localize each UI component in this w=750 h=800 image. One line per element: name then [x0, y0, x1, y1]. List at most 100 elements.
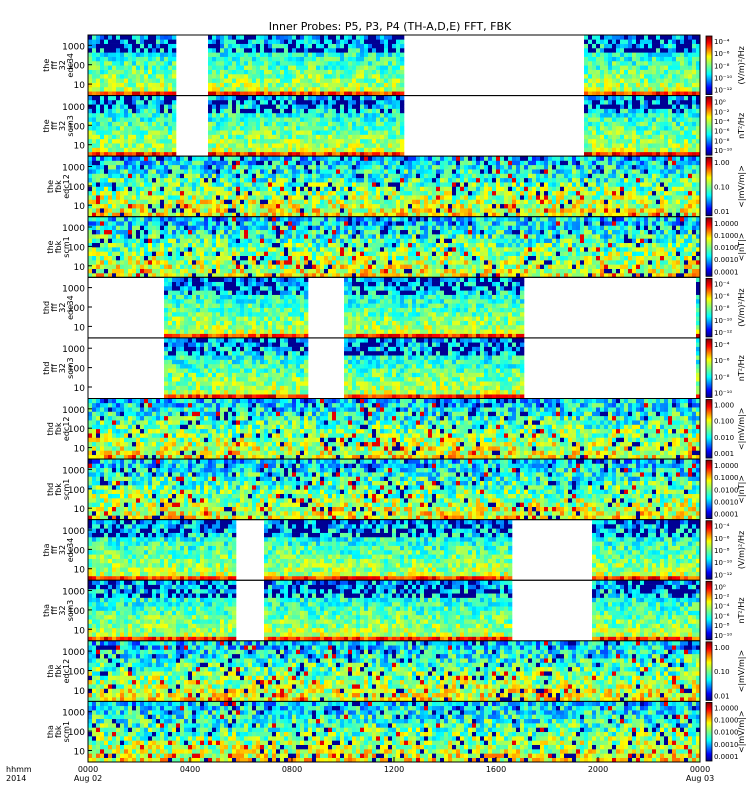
spectrogram-cell	[124, 52, 128, 57]
spectrogram-cell	[284, 186, 288, 191]
spectrogram-cell	[256, 57, 260, 62]
spectrogram-cell	[516, 195, 520, 200]
spectrogram-cell	[228, 182, 232, 187]
spectrogram-cell	[164, 204, 168, 209]
spectrogram-cell	[600, 87, 604, 92]
spectrogram-cell	[352, 204, 356, 209]
spectrogram-cell	[376, 178, 380, 183]
spectrogram-cell	[304, 104, 308, 109]
spectrogram-cell	[544, 191, 548, 196]
spectrogram-cell	[620, 83, 624, 88]
spectrogram-cell	[584, 173, 588, 178]
spectrogram-cell	[276, 70, 280, 75]
spectrogram-cell	[640, 156, 644, 161]
spectrogram-cell	[240, 186, 244, 191]
spectrogram-cell	[644, 204, 648, 209]
spectrogram-cell	[244, 87, 248, 92]
spectrogram-cell	[340, 109, 344, 114]
spectrogram-cell	[308, 104, 312, 109]
spectrogram-cell	[268, 74, 272, 79]
spectrogram-cell	[336, 169, 340, 174]
spectrogram-cell	[400, 191, 404, 196]
spectrogram-cell	[112, 169, 116, 174]
spectrogram-cell	[604, 199, 608, 204]
spectrogram-cell	[556, 160, 560, 165]
spectrogram-cell	[144, 52, 148, 57]
spectrogram-cell	[656, 195, 660, 200]
colorbar-tick-label: 10⁻⁸	[714, 62, 730, 70]
spectrogram-cell	[240, 130, 244, 135]
spectrogram-cell	[688, 139, 692, 144]
spectrogram-cell	[308, 182, 312, 187]
spectrogram-cell	[584, 182, 588, 187]
spectrogram-cell	[220, 117, 224, 122]
spectrogram-cell	[692, 160, 696, 165]
spectrogram-cell	[244, 178, 248, 183]
spectrogram-cell	[320, 100, 324, 105]
spectrogram-cell	[92, 35, 96, 40]
spectrogram-cell	[620, 135, 624, 140]
spectrogram-cell	[108, 48, 112, 53]
spectrogram-cell	[120, 109, 124, 114]
spectrogram-cell	[196, 204, 200, 209]
spectrogram-cell	[672, 160, 676, 165]
spectrogram-cell	[328, 169, 332, 174]
spectrogram-cell	[624, 104, 628, 109]
spectrogram-cell	[616, 195, 620, 200]
spectrogram-cell	[380, 44, 384, 49]
spectrogram-cell	[504, 173, 508, 178]
spectrogram-cell	[232, 135, 236, 140]
spectrogram-cell	[664, 87, 668, 92]
spectrogram-cell	[264, 104, 268, 109]
spectrogram-cell	[276, 173, 280, 178]
spectrogram-cell	[264, 178, 268, 183]
spectrogram-cell	[232, 52, 236, 57]
spectrogram-cell	[368, 199, 372, 204]
spectrogram-cell	[204, 178, 208, 183]
spectrogram-cell	[600, 61, 604, 66]
spectrogram-cell	[672, 143, 676, 148]
spectrogram-cell	[312, 70, 316, 75]
spectrogram-cell	[260, 139, 264, 144]
spectrogram-cell	[296, 199, 300, 204]
spectrogram-cell	[648, 122, 652, 127]
spectrogram-cell	[280, 173, 284, 178]
spectrogram-cell	[384, 186, 388, 191]
spectrogram-cell	[292, 65, 296, 70]
spectrogram-cell	[304, 100, 308, 105]
spectrogram-cell	[352, 87, 356, 92]
spectrogram-cell	[620, 35, 624, 40]
spectrogram-cell	[144, 44, 148, 49]
spectrogram-cell	[92, 195, 96, 200]
spectrogram-cell	[92, 204, 96, 209]
spectrogram-cell	[592, 165, 596, 170]
spectrogram-cell	[660, 96, 664, 101]
spectrogram-cell	[328, 139, 332, 144]
spectrogram-cell	[664, 148, 668, 153]
spectrogram-cell	[668, 122, 672, 127]
spectrogram-cell	[188, 182, 192, 187]
spectrogram-cell	[312, 135, 316, 140]
spectrogram-cell	[88, 65, 92, 70]
spectrogram-cell	[484, 169, 488, 174]
spectrogram-cell	[216, 70, 220, 75]
spectrogram-cell	[532, 165, 536, 170]
spectrogram-cell	[140, 148, 144, 153]
spectrogram-cell	[392, 195, 396, 200]
spectrogram-cell	[132, 100, 136, 105]
spectrogram-cell	[552, 173, 556, 178]
spectrogram-cell	[240, 87, 244, 92]
spectrogram-cell	[356, 126, 360, 131]
spectrogram-cell	[564, 173, 568, 178]
spectrogram-cell	[332, 148, 336, 153]
spectrogram-cell	[600, 117, 604, 122]
spectrogram-cell	[132, 83, 136, 88]
spectrogram-cell	[392, 165, 396, 170]
spectrogram-cell	[288, 178, 292, 183]
spectrogram-cell	[296, 208, 300, 213]
spectrogram-cell	[352, 57, 356, 62]
spectrogram-cell	[240, 156, 244, 161]
spectrogram-cell	[108, 61, 112, 66]
spectrogram-cell	[340, 52, 344, 57]
